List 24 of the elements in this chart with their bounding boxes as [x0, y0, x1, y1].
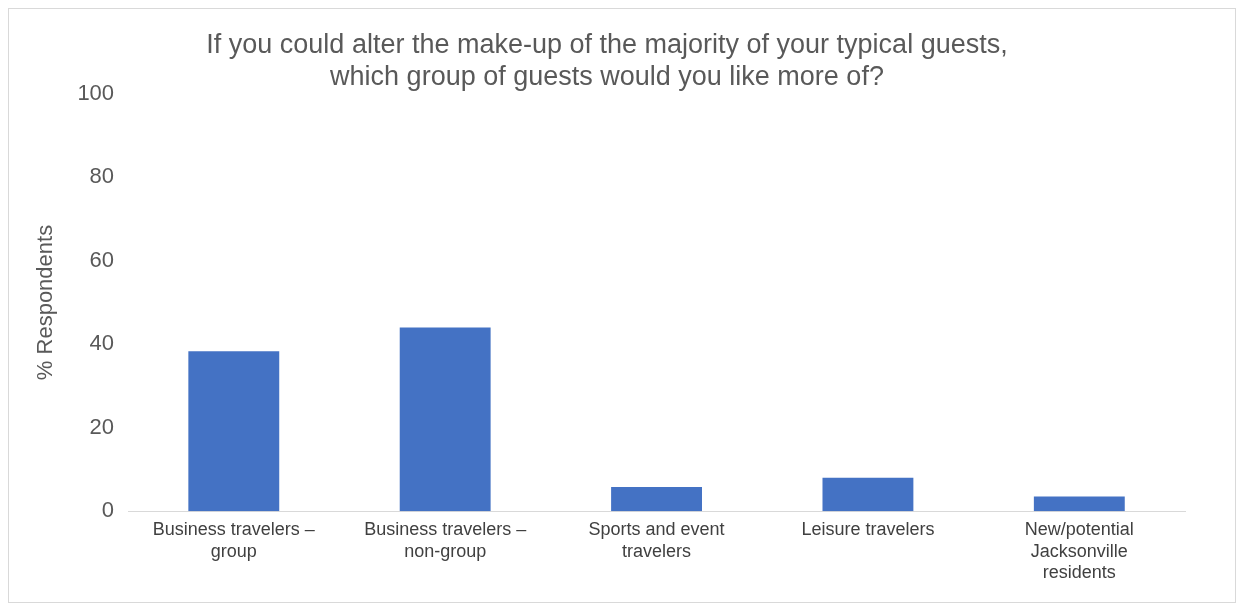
bar — [188, 351, 280, 512]
bar — [399, 327, 491, 512]
bar — [1033, 496, 1125, 512]
bar — [611, 486, 702, 512]
y-tick-label: 100 — [77, 79, 115, 105]
y-tick-label: 0 — [101, 497, 115, 523]
y-axis-title: % Respondents — [32, 224, 58, 381]
category-label: travelers — [622, 540, 692, 561]
category-label: Leisure travelers — [801, 518, 935, 539]
category-label: residents — [1042, 562, 1116, 583]
category-label: Business travelers – — [152, 518, 315, 539]
text: If you could alter the make-up of the majority of your typical guests, — [206, 28, 1008, 59]
text: which group of guests would you like more of? — [330, 61, 884, 92]
category-label: Jacksonville — [1030, 540, 1128, 561]
y-tick-label: 20 — [89, 413, 115, 439]
category-label: group — [210, 540, 257, 561]
category-label: non-group — [404, 540, 487, 561]
y-tick-label: 80 — [89, 163, 115, 189]
category-label: Sports and event — [588, 518, 725, 539]
y-tick-label: 60 — [89, 246, 115, 272]
bar — [822, 477, 914, 512]
category-label: New/potential — [1024, 518, 1134, 539]
category-label: Business travelers – — [364, 518, 527, 539]
y-tick-label: 40 — [89, 330, 115, 356]
